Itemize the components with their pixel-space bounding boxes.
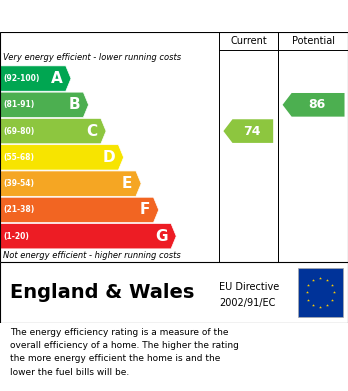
Text: C: C [86,124,97,138]
FancyBboxPatch shape [298,268,343,317]
Text: D: D [102,150,115,165]
Text: England & Wales: England & Wales [10,283,195,302]
Text: Potential: Potential [292,36,335,46]
Polygon shape [0,145,124,170]
Text: Current: Current [230,36,267,46]
Text: F: F [140,203,150,217]
Polygon shape [223,119,273,143]
Text: (81-91): (81-91) [3,100,35,109]
Text: 2002/91/EC: 2002/91/EC [219,298,276,308]
Text: Energy Efficiency Rating: Energy Efficiency Rating [10,7,258,25]
Text: The energy efficiency rating is a measure of the
overall efficiency of a home. T: The energy efficiency rating is a measur… [10,328,239,377]
Text: (21-38): (21-38) [3,205,35,214]
Text: (55-68): (55-68) [3,153,34,162]
Text: B: B [68,97,80,112]
Text: (39-54): (39-54) [3,179,34,188]
Polygon shape [0,118,106,144]
Text: 86: 86 [308,98,325,111]
Polygon shape [0,197,159,222]
Text: (69-80): (69-80) [3,127,35,136]
Text: A: A [50,71,62,86]
Polygon shape [0,66,71,91]
Text: Very energy efficient - lower running costs: Very energy efficient - lower running co… [3,54,182,63]
Polygon shape [0,224,176,249]
Text: (1-20): (1-20) [3,232,29,241]
Text: G: G [155,229,167,244]
Text: Not energy efficient - higher running costs: Not energy efficient - higher running co… [3,251,181,260]
Text: E: E [122,176,133,191]
Polygon shape [283,93,345,117]
Text: (92-100): (92-100) [3,74,40,83]
Text: EU Directive: EU Directive [219,282,279,292]
Polygon shape [0,92,88,117]
Text: 74: 74 [244,125,261,138]
Polygon shape [0,171,141,196]
